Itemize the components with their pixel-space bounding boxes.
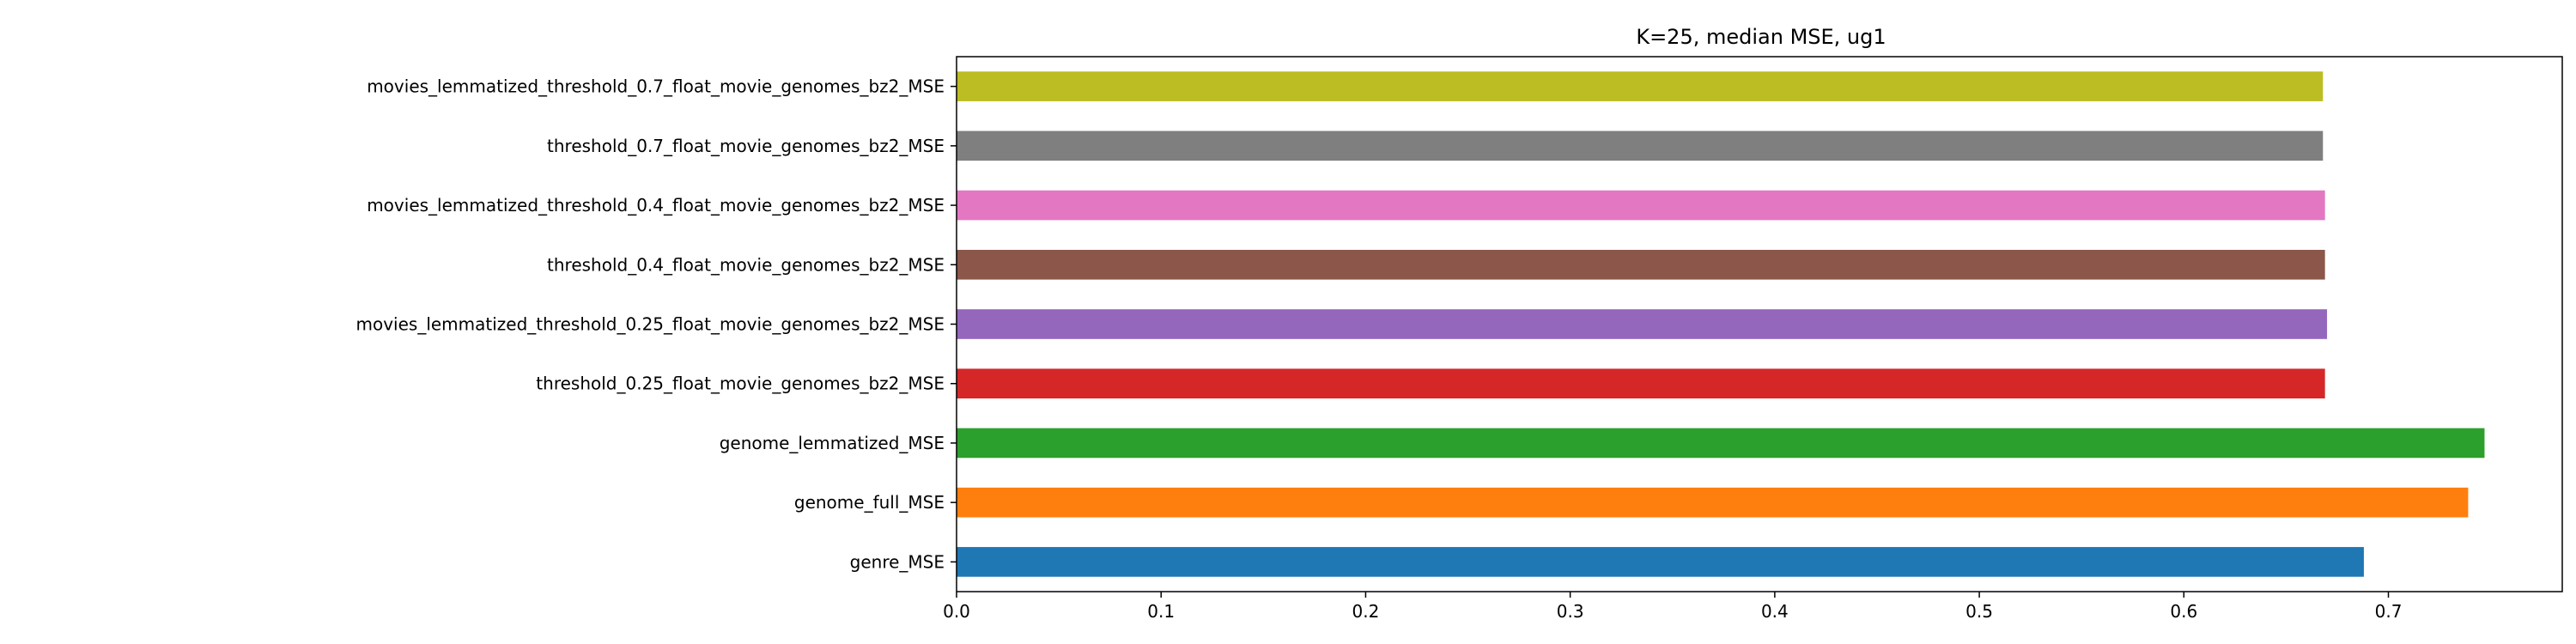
bar-8 <box>957 71 2324 101</box>
x-tick-label-4: 0.4 <box>1761 601 1789 622</box>
bar-3 <box>957 368 2325 399</box>
bar-2 <box>957 428 2485 459</box>
bar-4 <box>957 309 2328 339</box>
category-label-2: genome_lemmatized_MSE <box>720 433 945 453</box>
x-tick-label-1: 0.1 <box>1147 601 1175 622</box>
category-label-0: genre_MSE <box>850 551 945 572</box>
chart-title: K=25, median MSE, ug1 <box>1636 25 1886 49</box>
bar-7 <box>957 131 2324 161</box>
category-label-1: genome_full_MSE <box>794 492 945 513</box>
category-label-3: threshold_0.25_float_movie_genomes_bz2_M… <box>536 374 945 394</box>
x-tick-label-0: 0.0 <box>943 601 970 622</box>
bar-1 <box>957 487 2469 518</box>
bar-6 <box>957 190 2325 221</box>
bar-5 <box>957 249 2325 280</box>
x-axis: 0.0 0.1 0.2 0.3 0.4 0.5 0.6 0.7 <box>943 592 2402 622</box>
x-tick-label-5: 0.5 <box>1965 601 1993 622</box>
category-label-6: movies_lemmatized_threshold_0.4_float_mo… <box>367 195 945 216</box>
category-label-8: movies_lemmatized_threshold_0.7_float_mo… <box>367 76 945 97</box>
category-label-7: threshold_0.7_float_movie_genomes_bz2_MS… <box>547 136 945 156</box>
bars-group <box>957 71 2485 577</box>
category-label-4: movies_lemmatized_threshold_0.25_float_m… <box>355 314 945 335</box>
x-tick-label-3: 0.3 <box>1557 601 1584 622</box>
x-tick-label-6: 0.6 <box>2170 601 2197 622</box>
category-label-5: threshold_0.4_float_movie_genomes_bz2_MS… <box>547 254 945 275</box>
x-tick-label-2: 0.2 <box>1352 601 1380 622</box>
bar-0 <box>957 547 2364 577</box>
x-tick-label-7: 0.7 <box>2375 601 2403 622</box>
category-labels: genre_MSE genome_full_MSE genome_lemmatize… <box>355 76 957 572</box>
